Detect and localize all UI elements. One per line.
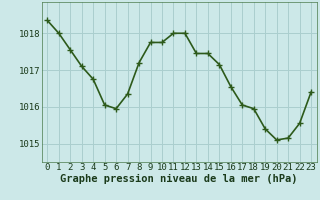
X-axis label: Graphe pression niveau de la mer (hPa): Graphe pression niveau de la mer (hPa) — [60, 174, 298, 184]
